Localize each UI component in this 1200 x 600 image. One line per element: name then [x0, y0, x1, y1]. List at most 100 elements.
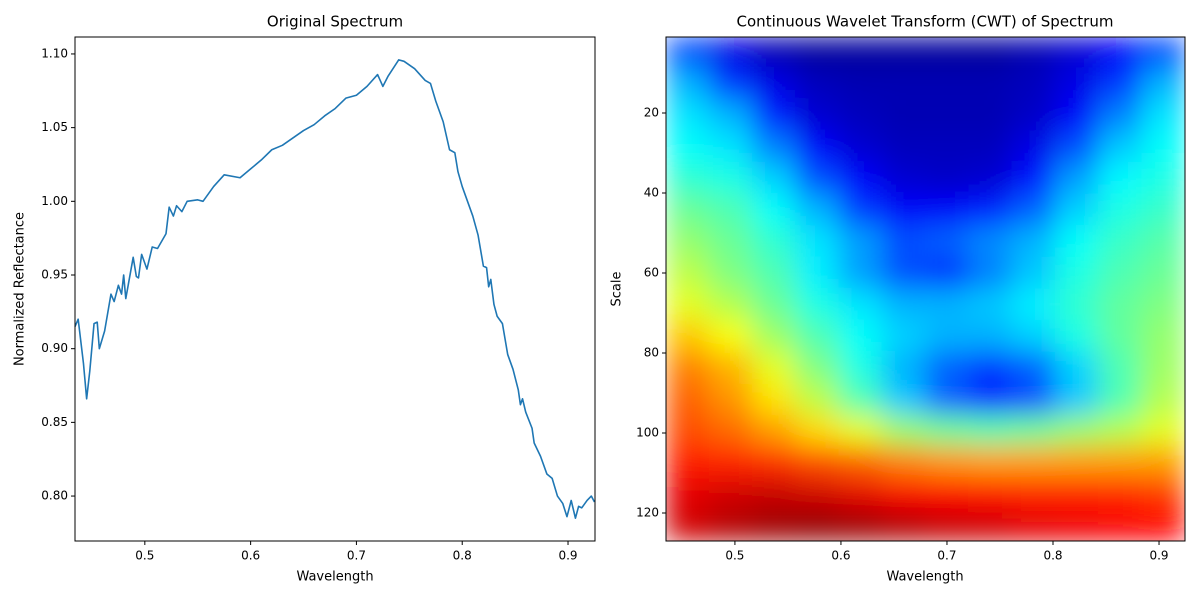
heatmap-cell	[1011, 68, 1056, 101]
heatmap-cell	[795, 320, 840, 353]
heatmap-cell	[1054, 37, 1099, 69]
heatmap-cell	[1141, 162, 1185, 195]
heatmap-cell	[752, 257, 797, 290]
heatmap-cell	[1098, 320, 1143, 353]
heatmap-cell	[795, 288, 840, 321]
heatmap-cell	[708, 257, 753, 290]
heatmap-cell	[708, 477, 753, 510]
heatmap-cell	[795, 37, 840, 69]
x-tick-label: 0.5	[135, 549, 154, 563]
x-axis-label: Wavelength	[296, 570, 373, 585]
heatmap-cell	[881, 288, 926, 321]
heatmap-cell	[795, 509, 840, 541]
heatmap-cell	[1054, 288, 1099, 321]
heatmap-cell	[1098, 131, 1143, 164]
y-axis-label: Normalized Reflectance	[13, 212, 28, 366]
heatmap-cell	[666, 225, 710, 258]
heatmap-cell	[1141, 509, 1185, 541]
heatmap-cell	[925, 446, 970, 479]
heatmap-cell	[881, 351, 926, 384]
x-tick-label: 0.5	[725, 549, 744, 563]
axes-frame	[74, 36, 596, 542]
heatmap-cell	[838, 225, 883, 258]
y-tick-label: 0.80	[41, 489, 68, 503]
heatmap-cell	[666, 509, 710, 541]
heatmap-cell	[968, 37, 1013, 69]
heatmap-cell	[838, 257, 883, 290]
heatmap-cell	[752, 288, 797, 321]
heatmap-cell	[666, 37, 710, 69]
heatmap-cell	[968, 414, 1013, 447]
x-tick-label: 0.9	[1149, 549, 1168, 563]
heatmap-cell	[881, 99, 926, 132]
heatmap-cell	[925, 477, 970, 510]
heatmap-cell	[881, 320, 926, 353]
heatmap-cell	[1011, 194, 1056, 227]
heatmap-cell	[1054, 509, 1099, 541]
y-axis-label: Scale	[610, 272, 625, 307]
heatmap-cell	[925, 225, 970, 258]
heatmap-cell	[881, 37, 926, 69]
y-tick-label: 0.90	[41, 341, 68, 355]
heatmap-cell	[752, 477, 797, 510]
heatmap-cell	[1098, 37, 1143, 69]
heatmap-cell	[708, 162, 753, 195]
heatmap-cell	[795, 351, 840, 384]
heatmap-cell	[666, 162, 710, 195]
y-tick-label: 40	[644, 186, 659, 200]
heatmap-cell	[1054, 446, 1099, 479]
heatmap-cell	[925, 320, 970, 353]
heatmap-cell	[1141, 414, 1185, 447]
heatmap-cell	[1098, 288, 1143, 321]
heatmap-cell	[881, 257, 926, 290]
heatmap-cell	[752, 99, 797, 132]
heatmap-cell	[752, 225, 797, 258]
heatmap-cell	[881, 68, 926, 101]
heatmap-cell	[708, 194, 753, 227]
heatmap-cell	[795, 477, 840, 510]
heatmap-cell	[752, 383, 797, 416]
heatmap-cell	[968, 194, 1013, 227]
heatmap-cell	[1141, 257, 1185, 290]
heatmap-cell	[838, 446, 883, 479]
heatmap-cell	[881, 509, 926, 541]
heatmap-cell	[666, 477, 710, 510]
heatmap-cell	[881, 131, 926, 164]
heatmap-cell	[1098, 414, 1143, 447]
heatmap-cell	[708, 99, 753, 132]
heatmap-cell	[1098, 99, 1143, 132]
heatmap-cell	[666, 446, 710, 479]
heatmap-cell	[1054, 414, 1099, 447]
heatmap-cell	[1054, 194, 1099, 227]
x-tick-label: 0.8	[453, 549, 472, 563]
heatmap-cell	[881, 225, 926, 258]
heatmap-cell	[925, 383, 970, 416]
y-tick-label: 1.00	[41, 194, 68, 208]
heatmap-cell	[968, 288, 1013, 321]
heatmap-cell	[881, 446, 926, 479]
heatmap-cell	[925, 99, 970, 132]
data-line	[74, 59, 596, 519]
y-tick-label: 1.05	[41, 120, 68, 134]
heatmap-cell	[1141, 351, 1185, 384]
heatmap-cell	[795, 99, 840, 132]
heatmap-cell	[881, 162, 926, 195]
heatmap-cell	[795, 162, 840, 195]
heatmap-cell	[838, 383, 883, 416]
heatmap-cell	[1011, 320, 1056, 353]
x-tick-label: 0.9	[558, 549, 577, 563]
heatmap-cell	[708, 68, 753, 101]
heatmap-cell	[795, 414, 840, 447]
heatmap-cell	[925, 162, 970, 195]
heatmap-cell	[708, 351, 753, 384]
heatmap-cell	[1098, 446, 1143, 479]
heatmap-cell	[1054, 131, 1099, 164]
heatmap-cell	[666, 131, 710, 164]
heatmap-cell	[1141, 194, 1185, 227]
heatmap-cell	[752, 320, 797, 353]
heatmap-cell	[838, 68, 883, 101]
heatmap-cell	[1054, 68, 1099, 101]
y-tick-label: 120	[636, 506, 659, 520]
heatmap-cell	[881, 383, 926, 416]
